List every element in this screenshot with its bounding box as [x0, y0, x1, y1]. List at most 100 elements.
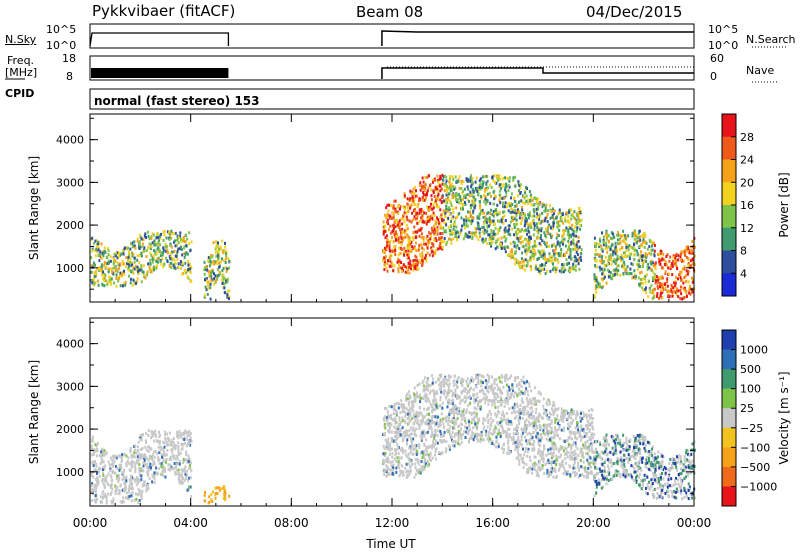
- echo-cell: [477, 379, 480, 383]
- echo-cell: [421, 258, 424, 262]
- echo-cell: [556, 240, 559, 244]
- echo-cell: [524, 389, 527, 393]
- echo-cell: [592, 436, 595, 440]
- echo-cell: [162, 246, 165, 250]
- echo-cell: [530, 432, 533, 436]
- echo-cell: [454, 388, 457, 392]
- echo-cell: [173, 249, 176, 253]
- echo-cell: [553, 467, 556, 471]
- echo-cell: [423, 184, 425, 188]
- echo-cell: [604, 247, 607, 251]
- echo-cell: [417, 414, 420, 417]
- echo-cell: [177, 235, 180, 239]
- echo-cell: [580, 424, 583, 428]
- echo-cell: [679, 258, 682, 262]
- echo-cell: [133, 260, 136, 264]
- echo-cell: [674, 284, 677, 288]
- echo-cell: [570, 208, 573, 212]
- echo-cell: [131, 254, 134, 258]
- echo-cell: [406, 455, 409, 459]
- echo-cell: [169, 252, 172, 256]
- echo-cell: [594, 252, 597, 256]
- echo-cell: [550, 258, 553, 262]
- echo-cell: [620, 253, 623, 257]
- echo-cell: [637, 231, 640, 235]
- echo-cell: [542, 428, 545, 432]
- echo-cell: [460, 377, 463, 381]
- echo-cell: [474, 233, 477, 237]
- echo-cell: [527, 393, 530, 397]
- echo-cell: [508, 228, 511, 231]
- echo-cell: [512, 240, 515, 244]
- echo-cell: [128, 274, 130, 278]
- echo-cell: [222, 273, 225, 277]
- echo-cell: [653, 272, 656, 276]
- echo-cell: [400, 240, 403, 244]
- echo-cell: [450, 216, 453, 220]
- echo-cell: [159, 254, 162, 258]
- echo-cell: [434, 450, 437, 453]
- echo-cell: [491, 240, 493, 244]
- echo-cell: [116, 466, 119, 470]
- echo-cell: [688, 285, 691, 288]
- echo-cell: [598, 259, 601, 263]
- echo-cell: [419, 261, 422, 265]
- echo-cell: [504, 176, 506, 180]
- echo-cell: [528, 258, 531, 262]
- echo-cell: [522, 259, 525, 263]
- echo-cell: [619, 242, 622, 245]
- echo-cell: [533, 244, 536, 248]
- echo-cell: [532, 233, 535, 237]
- echo-cell: [161, 470, 164, 474]
- echo-cell: [181, 470, 184, 474]
- echo-cell: [460, 414, 463, 418]
- echo-cell: [552, 430, 555, 434]
- echo-cell: [552, 400, 555, 404]
- echo-cell: [464, 389, 467, 393]
- echo-cell: [478, 217, 481, 221]
- echo-cell: [389, 422, 392, 425]
- echo-cell: [464, 419, 467, 423]
- echo-cell: [420, 216, 423, 220]
- echo-cell: [430, 188, 433, 192]
- echo-cell: [226, 295, 229, 299]
- echo-cell: [607, 245, 610, 249]
- echo-cell: [606, 262, 609, 266]
- echo-cell: [542, 431, 545, 435]
- echo-cell: [401, 266, 404, 270]
- echo-cell: [488, 377, 491, 381]
- echo-cell: [181, 473, 184, 477]
- echo-cell: [97, 248, 100, 252]
- echo-cell: [597, 285, 600, 289]
- echo-cell: [146, 484, 149, 487]
- echo-cell: [392, 204, 395, 208]
- echo-cell: [543, 219, 546, 223]
- echo-cell: [395, 448, 398, 452]
- echo-cell: [625, 269, 627, 273]
- echo-cell: [388, 427, 391, 431]
- echo-cell: [528, 198, 531, 202]
- echo-cell: [541, 466, 544, 470]
- echo-cell: [459, 232, 462, 236]
- echo-cell: [585, 413, 588, 417]
- echo-cell: [457, 235, 460, 239]
- echo-cell: [459, 195, 462, 198]
- echo-cell: [640, 270, 643, 274]
- echo-cell: [470, 185, 473, 189]
- echo-cell: [526, 238, 529, 242]
- echo-cell: [419, 252, 422, 256]
- echo-cell: [457, 201, 460, 205]
- echo-cell: [467, 429, 470, 433]
- echo-cell: [617, 242, 619, 246]
- echo-cell: [622, 233, 625, 237]
- echo-cell: [182, 236, 185, 240]
- echo-cell: [131, 241, 134, 245]
- echo-cell: [511, 219, 514, 222]
- echo-cell: [573, 210, 576, 214]
- echo-cell: [399, 223, 402, 227]
- echo-cell: [468, 218, 471, 222]
- echo-cell: [385, 206, 388, 210]
- echo-cell: [162, 251, 165, 255]
- echo-cell: [687, 250, 690, 254]
- echo-cell: [99, 250, 102, 254]
